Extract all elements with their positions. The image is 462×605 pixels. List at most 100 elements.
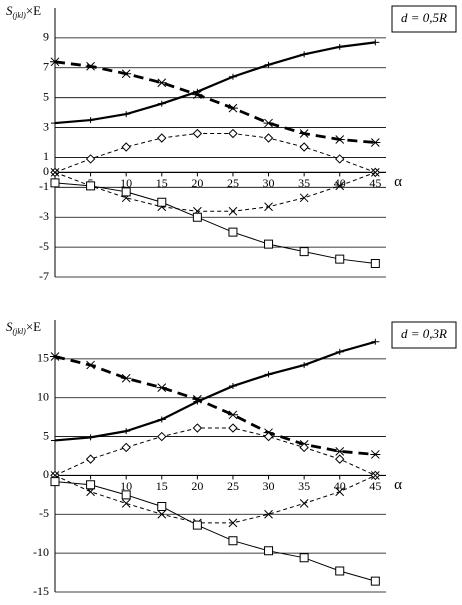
y-tick-label: 1	[43, 149, 49, 163]
data-point	[192, 90, 203, 100]
data-point	[228, 73, 237, 80]
data-point	[157, 197, 167, 207]
data-point	[157, 416, 166, 423]
data-point	[121, 442, 131, 453]
y-label-rest: ×E	[26, 319, 41, 334]
data-point	[300, 362, 309, 369]
data-point	[192, 128, 203, 139]
data-point	[86, 434, 95, 441]
x-tick-label: 10	[120, 479, 132, 493]
series-line	[54, 474, 376, 524]
data-point	[85, 454, 96, 464]
data-point	[157, 100, 166, 107]
data-point	[121, 490, 131, 500]
y-tick-label: -15	[33, 584, 49, 598]
y-tick-label: 3	[43, 119, 49, 133]
data-point	[228, 227, 238, 237]
data-point	[86, 181, 96, 191]
x-tick-label: 45	[369, 479, 381, 493]
x-tick-label: 25	[227, 479, 239, 493]
data-point	[299, 247, 309, 257]
data-point	[122, 428, 131, 435]
data-point	[121, 69, 132, 79]
data-point	[334, 135, 345, 144]
data-point	[228, 518, 238, 528]
y-axis-label: S(jkl)×E	[6, 3, 41, 20]
data-point	[264, 202, 273, 212]
y-tick-label: 5	[43, 428, 49, 442]
y-tick-label: 0	[43, 467, 49, 481]
data-point	[263, 431, 274, 442]
data-point	[157, 133, 167, 143]
data-point	[122, 111, 131, 118]
y-tick-label: 15	[37, 351, 49, 365]
data-point	[263, 118, 274, 128]
data-point	[86, 480, 96, 490]
series-line	[54, 171, 376, 212]
x-tick-label: 45	[369, 176, 381, 190]
data-point	[299, 142, 309, 152]
data-point	[335, 43, 344, 50]
data-point	[50, 57, 60, 67]
data-point	[264, 61, 273, 68]
x-axis-label: α	[394, 477, 402, 493]
data-point	[335, 348, 344, 355]
data-point	[157, 431, 167, 442]
data-point	[335, 254, 345, 264]
data-point	[192, 394, 203, 404]
series-line	[54, 427, 376, 476]
y-label-sub: (jkl)	[13, 327, 27, 336]
data-point	[299, 442, 309, 453]
x-tick-label: 15	[156, 176, 168, 190]
annotation-box	[391, 321, 457, 349]
series-line	[54, 481, 376, 582]
y-tick-label: -7	[39, 269, 49, 283]
y-tick-label: -10	[33, 545, 49, 559]
x-tick-label: 20	[191, 176, 203, 190]
data-point	[334, 446, 345, 456]
y-tick-label: 10	[37, 389, 49, 403]
data-point	[370, 259, 380, 269]
data-point	[300, 51, 309, 58]
data-point	[85, 61, 96, 71]
y-tick-label: -3	[39, 209, 49, 223]
data-point	[51, 120, 59, 127]
x-tick-label: 40	[334, 176, 346, 190]
series-line	[54, 60, 376, 144]
data-point	[299, 499, 309, 508]
x-tick-label: 25	[227, 176, 239, 190]
data-point	[335, 181, 345, 191]
x-tick-label: 35	[298, 479, 310, 493]
data-point	[335, 154, 345, 164]
data-point	[264, 239, 274, 249]
x-axis-label: α	[394, 174, 402, 190]
y-label-sub: (jkl)	[13, 11, 27, 20]
data-point	[264, 371, 273, 378]
y-tick-label: 9	[43, 30, 49, 44]
data-point	[370, 471, 380, 480]
data-point	[228, 536, 238, 546]
series-line	[54, 182, 376, 265]
y-tick-label: 7	[43, 60, 49, 74]
data-point	[228, 383, 237, 390]
data-point	[370, 168, 380, 177]
data-point	[371, 338, 380, 345]
x-tick-label: 35	[298, 176, 310, 190]
y-tick-label: -5	[39, 506, 49, 520]
data-point	[228, 423, 238, 433]
data-point	[263, 133, 274, 143]
x-tick-label: 30	[263, 479, 275, 493]
y-axis-label: S(jkl)×E	[6, 319, 41, 336]
data-point	[227, 103, 238, 113]
data-point	[371, 39, 380, 46]
data-point	[50, 352, 60, 361]
y-tick-label: -5	[39, 239, 49, 253]
data-point	[192, 212, 202, 222]
data-point	[50, 477, 60, 487]
data-point	[264, 509, 273, 519]
data-point	[50, 178, 60, 188]
data-point	[227, 410, 238, 420]
data-point	[335, 487, 345, 497]
